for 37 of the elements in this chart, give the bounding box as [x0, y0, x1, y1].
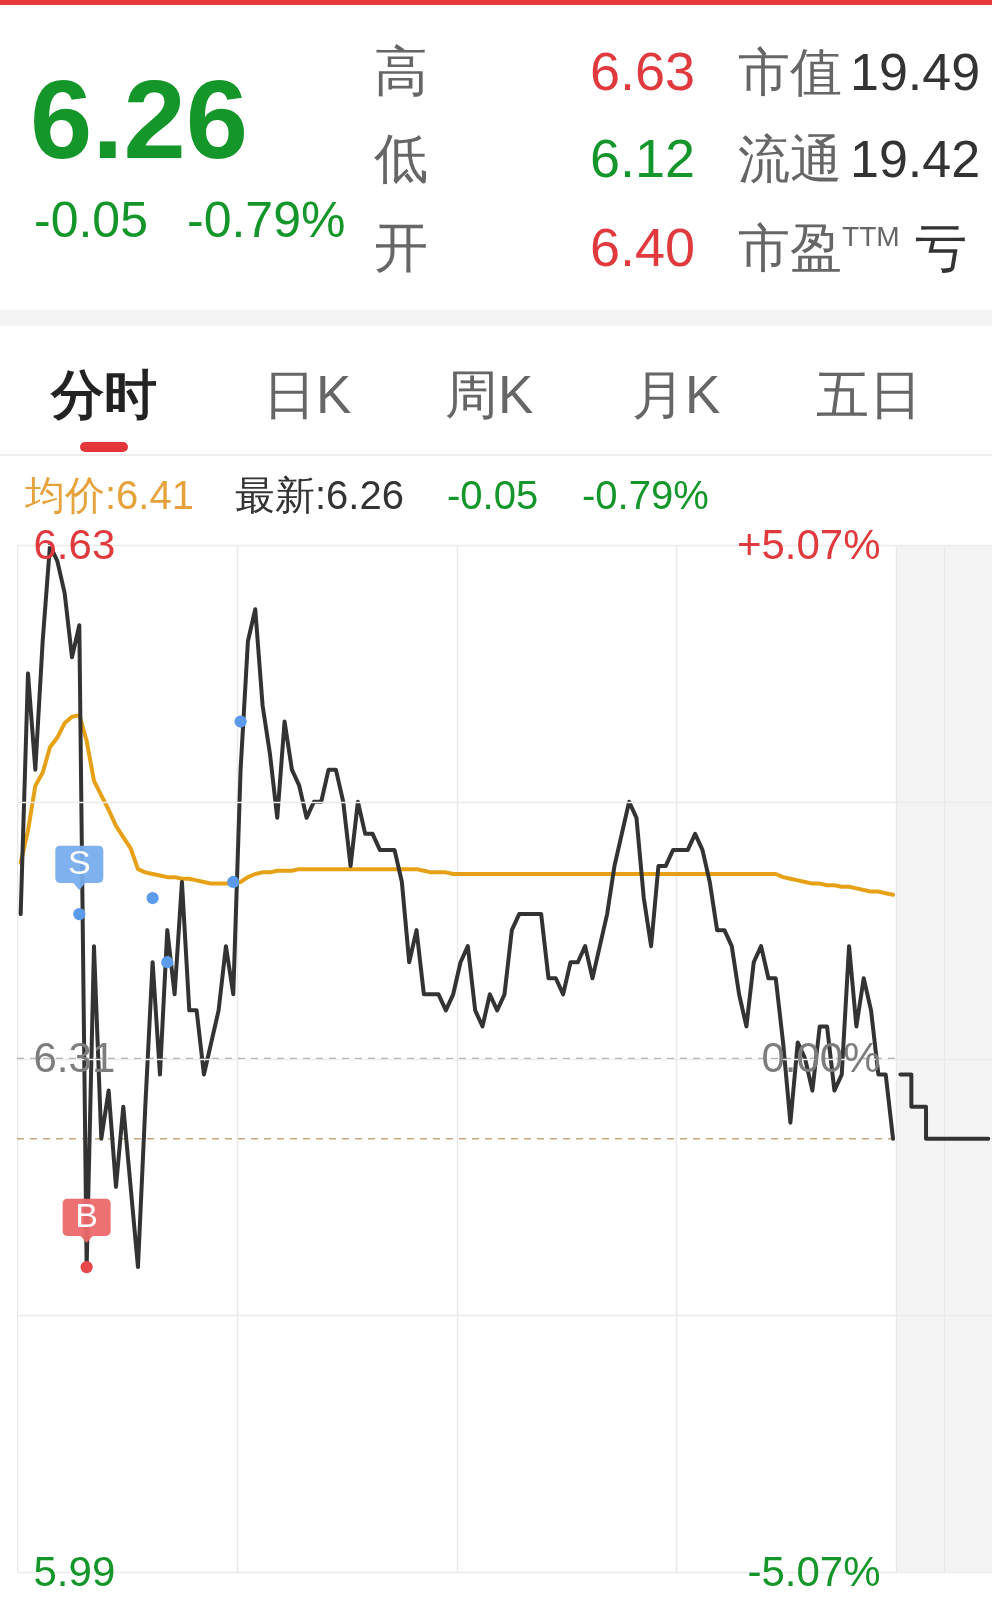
point [234, 715, 247, 728]
text: -0.05 [34, 191, 148, 248]
text: 日K [263, 365, 352, 425]
text: 最新:6.26 [235, 473, 404, 518]
text: -0.79% [582, 473, 709, 518]
text: 周K [445, 365, 534, 425]
point [80, 1261, 93, 1274]
text: 亏 [915, 218, 967, 277]
data-label: S [67, 843, 91, 882]
text: 开 [374, 217, 428, 278]
text: 高 [374, 41, 428, 102]
y2-tick-label: -5.07% [747, 1547, 881, 1595]
text: 均价:6.41 [25, 473, 194, 518]
text: 19.49 [850, 42, 981, 101]
text: 6.63 [590, 41, 696, 102]
text: 6.26 [30, 57, 248, 183]
text: 市值 [738, 42, 842, 101]
point [73, 907, 86, 921]
text: -0.05 [447, 473, 539, 518]
text: 五日 [816, 365, 922, 425]
y2-tick-label: +5.07% [736, 520, 881, 568]
data-label: B [75, 1196, 98, 1235]
text: 6.12 [590, 128, 696, 189]
text: 低 [374, 128, 428, 189]
y-tick-label: 5.99 [33, 1547, 116, 1595]
text: 市盈$^{TTM}$ [738, 218, 900, 277]
y-tick-label: 6.63 [33, 520, 116, 568]
text: 流通 [738, 129, 842, 188]
line-series [18, 713, 896, 897]
text: 19.42 [850, 129, 981, 188]
point [227, 875, 240, 889]
point [161, 956, 174, 969]
text: 6.40 [590, 217, 696, 278]
text: -0.79% [187, 191, 346, 248]
point [146, 891, 159, 905]
text: 月K [632, 365, 721, 425]
text: 分时 [51, 365, 157, 425]
